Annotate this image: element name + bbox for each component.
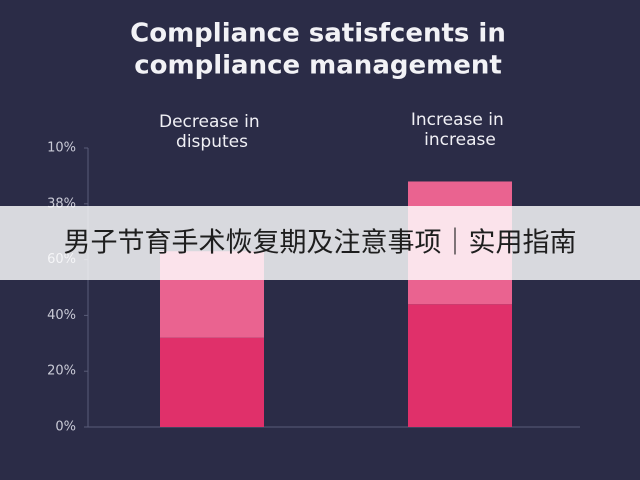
bar-segment	[408, 304, 512, 427]
y-tick-label: 40%	[47, 308, 76, 323]
y-tick-label: 10%	[47, 141, 76, 156]
category-label-line: Decrease in	[159, 112, 265, 132]
chart-title: Compliance satisfcents in	[130, 19, 506, 49]
category-label: Increase in increase	[411, 110, 509, 150]
overlay-banner	[0, 206, 640, 280]
category-label-line: increase	[424, 130, 496, 150]
category-label: Decrease in disputes	[159, 112, 265, 152]
bar-segment	[160, 337, 264, 427]
category-label-line: Increase in	[411, 110, 509, 130]
y-tick-label: 0%	[55, 420, 76, 435]
category-label-line: disputes	[176, 132, 248, 152]
y-tick-label: 20%	[47, 364, 76, 379]
overlay-text: 男子节育手术恢复期及注意事项｜实用指南	[64, 228, 577, 259]
chart-title: compliance management	[134, 51, 502, 81]
